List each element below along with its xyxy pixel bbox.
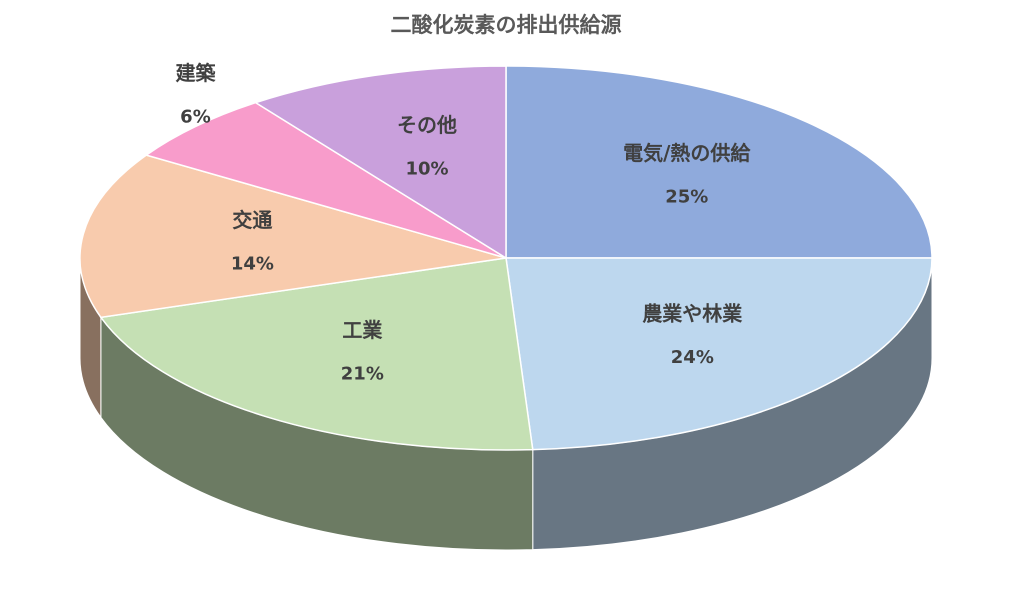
slice-label: 建築 bbox=[175, 61, 216, 85]
value-label: 24% bbox=[671, 347, 714, 368]
pie-slice bbox=[144, 101, 507, 259]
value-label: 25% bbox=[665, 187, 708, 208]
value-label: 6% bbox=[180, 107, 211, 128]
value-label: 10% bbox=[405, 158, 448, 179]
slice-label: 工業 bbox=[342, 318, 383, 342]
pie-slice bbox=[505, 65, 933, 259]
pie-slice bbox=[253, 65, 507, 260]
value-label: 14% bbox=[231, 254, 274, 275]
slice-label: その他 bbox=[397, 113, 457, 137]
pie-slice bbox=[79, 154, 507, 319]
pie-slice bbox=[505, 257, 933, 451]
chart-title: 二酸化炭素の排出供給源 bbox=[391, 13, 622, 37]
slice-label: 交通 bbox=[232, 208, 272, 232]
value-label: 21% bbox=[341, 363, 384, 384]
slice-label: 電気/熱の供給 bbox=[623, 141, 751, 165]
pie-slice bbox=[99, 257, 534, 451]
slice-label: 農業や林業 bbox=[642, 301, 743, 325]
